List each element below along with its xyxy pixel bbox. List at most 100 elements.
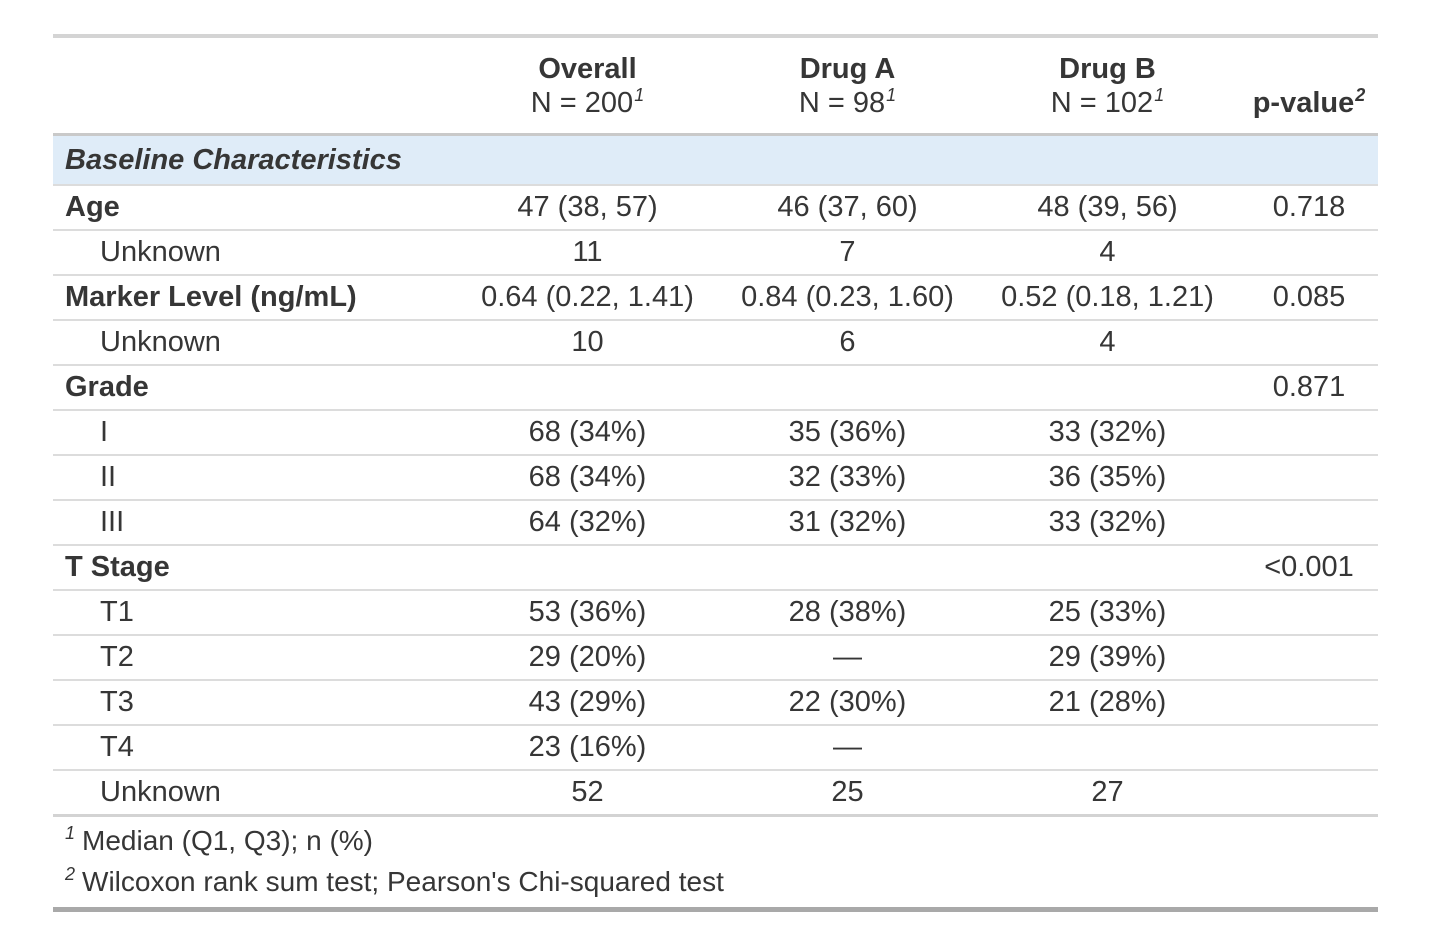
row-label: Unknown xyxy=(53,230,455,276)
cell-drug-b: 0.52 (0.18, 1.21) xyxy=(975,275,1240,321)
column-header-drug-a: Drug A N = 981 xyxy=(720,36,975,136)
footnote-row: 2 Wilcoxon rank sum test; Pearson's Chi-s… xyxy=(53,861,1378,910)
table-row-grade-3: III 64 (32%) 31 (32%) 33 (32%) xyxy=(53,500,1378,546)
cell-drug-a xyxy=(720,545,975,591)
cell-drug-a: — xyxy=(720,725,975,771)
header-row: Overall N = 2001 Drug A N = 981 Drug B N… xyxy=(53,36,1378,136)
cell-drug-b: 48 (39, 56) xyxy=(975,185,1240,231)
table-row-t-stage-unknown: Unknown 52 25 27 xyxy=(53,770,1378,817)
cell-overall: 23 (16%) xyxy=(455,725,720,771)
cell-drug-a: 6 xyxy=(720,320,975,366)
cell-p-value xyxy=(1240,590,1378,636)
table-row-t4: T4 23 (16%) — xyxy=(53,725,1378,771)
row-label: Grade xyxy=(53,365,455,411)
row-label: T1 xyxy=(53,590,455,636)
stub-header xyxy=(53,36,455,136)
cell-overall: 47 (38, 57) xyxy=(455,185,720,231)
footnote-2: 2 Wilcoxon rank sum test; Pearson's Chi-s… xyxy=(53,861,1378,910)
cell-p-value xyxy=(1240,455,1378,501)
table-header: Overall N = 2001 Drug A N = 981 Drug B N… xyxy=(53,36,1378,136)
cell-overall: 11 xyxy=(455,230,720,276)
footnote-1: 1 Median (Q1, Q3); n (%) xyxy=(53,816,1378,862)
cell-drug-b xyxy=(975,725,1240,771)
cell-overall: 64 (32%) xyxy=(455,500,720,546)
footnote-mark: 1 xyxy=(65,823,76,843)
table-row-t-stage: T Stage <0.001 xyxy=(53,545,1378,591)
cell-p-value xyxy=(1240,680,1378,726)
footnote-text: Wilcoxon rank sum test; Pearson's Chi-sq… xyxy=(82,866,724,897)
cell-drug-b: 21 (28%) xyxy=(975,680,1240,726)
cell-p-value xyxy=(1240,500,1378,546)
row-label: T4 xyxy=(53,725,455,771)
cell-drug-b: 4 xyxy=(975,230,1240,276)
cell-p-value: 0.085 xyxy=(1240,275,1378,321)
cell-overall: 68 (34%) xyxy=(455,410,720,456)
table-row-t3: T3 43 (29%) 22 (30%) 21 (28%) xyxy=(53,680,1378,726)
cell-overall: 10 xyxy=(455,320,720,366)
section-header-row: Baseline Characteristics xyxy=(53,134,1378,186)
column-header-drug-b: Drug B N = 1021 xyxy=(975,36,1240,136)
cell-drug-a: 35 (36%) xyxy=(720,410,975,456)
footnote-row: 1 Median (Q1, Q3); n (%) xyxy=(53,816,1378,862)
row-label: Unknown xyxy=(53,770,455,817)
cell-p-value: 0.718 xyxy=(1240,185,1378,231)
cell-overall: 52 xyxy=(455,770,720,817)
cell-drug-b: 25 (33%) xyxy=(975,590,1240,636)
footnote-mark: 1 xyxy=(634,85,645,105)
column-n: N = 1021 xyxy=(1050,85,1165,119)
cell-drug-a: 7 xyxy=(720,230,975,276)
cell-drug-a: 22 (30%) xyxy=(720,680,975,726)
footnote-mark: 2 xyxy=(65,864,76,884)
table-row-marker-unknown: Unknown 10 6 4 xyxy=(53,320,1378,366)
cell-overall: 68 (34%) xyxy=(455,455,720,501)
table-row-t2: T2 29 (20%) — 29 (39%) xyxy=(53,635,1378,681)
cell-p-value xyxy=(1240,320,1378,366)
cell-drug-b xyxy=(975,365,1240,411)
footnote-mark: 1 xyxy=(886,85,897,105)
baseline-characteristics-table: Overall N = 2001 Drug A N = 981 Drug B N… xyxy=(53,34,1378,912)
cell-overall xyxy=(455,365,720,411)
row-label: Marker Level (ng/mL) xyxy=(53,275,455,321)
cell-drug-a: — xyxy=(720,635,975,681)
cell-drug-b: 27 xyxy=(975,770,1240,817)
cell-drug-a: 46 (37, 60) xyxy=(720,185,975,231)
cell-drug-a xyxy=(720,365,975,411)
table-row-grade-1: I 68 (34%) 35 (36%) 33 (32%) xyxy=(53,410,1378,456)
cell-drug-a: 32 (33%) xyxy=(720,455,975,501)
cell-p-value xyxy=(1240,635,1378,681)
cell-overall: 43 (29%) xyxy=(455,680,720,726)
cell-drug-b: 33 (32%) xyxy=(975,410,1240,456)
cell-overall: 29 (20%) xyxy=(455,635,720,681)
footnote-text: Median (Q1, Q3); n (%) xyxy=(82,825,373,856)
column-title: Drug B xyxy=(1059,53,1156,85)
cell-drug-a: 25 xyxy=(720,770,975,817)
cell-p-value xyxy=(1240,230,1378,276)
table-body: Baseline Characteristics Age 47 (38, 57)… xyxy=(53,134,1378,817)
row-label: Unknown xyxy=(53,320,455,366)
section-header-label: Baseline Characteristics xyxy=(53,134,1378,186)
summary-table-container: Overall N = 2001 Drug A N = 981 Drug B N… xyxy=(53,34,1378,912)
table-footnotes: 1 Median (Q1, Q3); n (%) 2 Wilcoxon rank s… xyxy=(53,816,1378,910)
cell-overall: 0.64 (0.22, 1.41) xyxy=(455,275,720,321)
table-row-marker-level: Marker Level (ng/mL) 0.64 (0.22, 1.41) 0… xyxy=(53,275,1378,321)
footnote-mark: 2 xyxy=(1355,85,1366,105)
cell-drug-b: 29 (39%) xyxy=(975,635,1240,681)
column-header-p-value: p-value2 xyxy=(1240,36,1378,136)
row-label: II xyxy=(53,455,455,501)
row-label: T Stage xyxy=(53,545,455,591)
cell-p-value: 0.871 xyxy=(1240,365,1378,411)
cell-drug-a: 0.84 (0.23, 1.60) xyxy=(720,275,975,321)
column-n: N = 2001 xyxy=(530,85,645,119)
cell-drug-a: 31 (32%) xyxy=(720,500,975,546)
cell-p-value: <0.001 xyxy=(1240,545,1378,591)
column-title: Drug A xyxy=(799,53,896,85)
table-row-grade: Grade 0.871 xyxy=(53,365,1378,411)
row-label: I xyxy=(53,410,455,456)
cell-overall: 53 (36%) xyxy=(455,590,720,636)
row-label: T2 xyxy=(53,635,455,681)
cell-drug-a: 28 (38%) xyxy=(720,590,975,636)
cell-drug-b: 36 (35%) xyxy=(975,455,1240,501)
table-row-grade-2: II 68 (34%) 32 (33%) 36 (35%) xyxy=(53,455,1378,501)
cell-drug-b: 4 xyxy=(975,320,1240,366)
cell-drug-b xyxy=(975,545,1240,591)
